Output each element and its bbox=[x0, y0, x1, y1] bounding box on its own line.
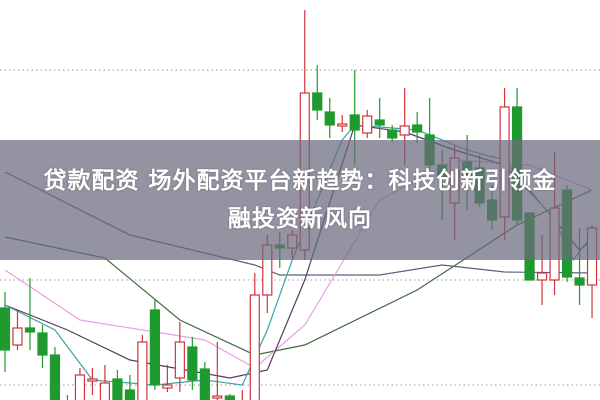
candle-body bbox=[574, 277, 585, 286]
candle-body bbox=[137, 341, 148, 400]
candle-body bbox=[337, 123, 348, 127]
candle-body bbox=[37, 332, 48, 356]
candle-body bbox=[374, 119, 385, 126]
candle-body bbox=[149, 309, 160, 386]
candle-body bbox=[87, 378, 98, 382]
candle-body bbox=[187, 346, 198, 381]
candle-body bbox=[174, 341, 185, 379]
candle-body bbox=[249, 294, 260, 400]
candle-body bbox=[224, 395, 235, 400]
candle-body bbox=[312, 92, 323, 111]
candle-body bbox=[124, 389, 136, 400]
candle-body bbox=[412, 124, 423, 133]
candle-body bbox=[362, 115, 373, 134]
candle-body bbox=[387, 129, 398, 139]
candle-body bbox=[199, 368, 210, 400]
candle-body bbox=[324, 111, 335, 126]
candle-body bbox=[0, 307, 11, 351]
title-banner: 贷款配资 场外配资平台新趋势：科技创新引领金 融投资新风向 bbox=[0, 140, 600, 260]
candle-body bbox=[536, 272, 548, 281]
title-line-1: 贷款配资 场外配资平台新趋势：科技创新引领金 bbox=[43, 168, 557, 194]
title-line-2: 融投资新风向 bbox=[228, 206, 372, 232]
candle-body bbox=[74, 374, 86, 400]
candle-body bbox=[24, 327, 36, 333]
candle-body bbox=[162, 384, 173, 389]
candle-body bbox=[12, 327, 23, 346]
candle-body bbox=[99, 382, 111, 400]
candle-body bbox=[212, 395, 223, 399]
candle-body bbox=[399, 125, 410, 136]
candle-body bbox=[49, 354, 61, 400]
candle-body bbox=[349, 114, 360, 131]
candle-body bbox=[112, 378, 123, 400]
